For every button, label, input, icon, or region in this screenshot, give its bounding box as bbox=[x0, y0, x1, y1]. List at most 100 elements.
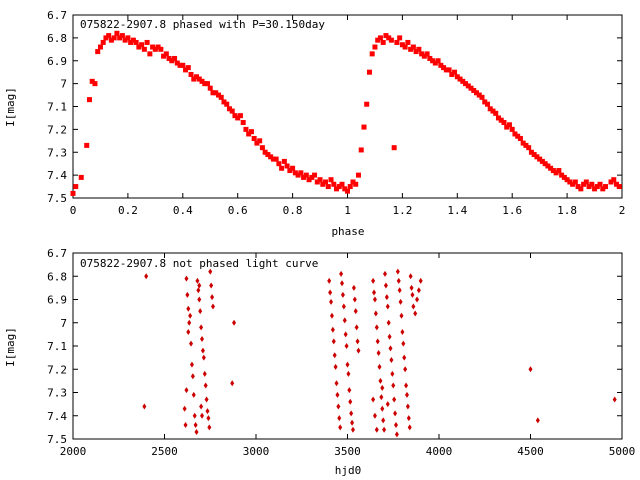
phased-data-point bbox=[454, 74, 460, 80]
phased-y-tick-label: 7.4 bbox=[47, 169, 67, 182]
phased-data-point bbox=[117, 35, 123, 41]
unphased-data-point bbox=[190, 373, 195, 380]
phased-data-point bbox=[336, 184, 342, 190]
phased-chart-title: 075822-2907.8 phased with P=30.150day bbox=[80, 18, 325, 31]
phased-data-point bbox=[205, 81, 211, 87]
phased-data-point bbox=[416, 46, 422, 52]
phased-data-point bbox=[292, 170, 298, 176]
unphased-x-tick-label: 5000 bbox=[609, 445, 636, 458]
phased-data-point bbox=[449, 71, 455, 77]
unphased-data-point bbox=[399, 312, 404, 319]
phased-x-axis-label: phase bbox=[331, 225, 364, 238]
phased-data-point bbox=[364, 101, 370, 107]
phased-data-point bbox=[303, 172, 309, 178]
unphased-data-point bbox=[398, 298, 403, 305]
unphased-data-point bbox=[352, 296, 357, 303]
phased-data-point bbox=[424, 51, 430, 57]
unphased-data-point bbox=[348, 398, 353, 405]
phased-data-point bbox=[172, 55, 178, 61]
phased-data-point bbox=[427, 55, 433, 61]
unphased-data-point bbox=[395, 268, 400, 275]
unphased-data-point bbox=[353, 308, 358, 315]
phased-data-point bbox=[270, 156, 276, 162]
phased-y-tick-label: 7.2 bbox=[47, 123, 67, 136]
unphased-data-point bbox=[416, 287, 421, 294]
phased-data-point bbox=[298, 170, 304, 176]
unphased-data-point bbox=[356, 347, 361, 354]
unphased-x-tick-label: 4500 bbox=[517, 445, 544, 458]
phased-data-point bbox=[265, 152, 271, 158]
unphased-data-point bbox=[341, 303, 346, 310]
phased-y-tick-label: 7.1 bbox=[47, 101, 67, 114]
phased-data-point bbox=[215, 92, 221, 98]
phased-data-point bbox=[342, 186, 348, 192]
unphased-data-point bbox=[200, 336, 205, 343]
unphased-data-point bbox=[210, 294, 215, 301]
phased-data-point bbox=[408, 46, 414, 52]
unphased-data-point bbox=[333, 363, 338, 370]
unphased-x-axis-label: hjd0 bbox=[335, 464, 362, 477]
unphased-data-point bbox=[404, 391, 409, 398]
phased-x-tick-label: 1.2 bbox=[392, 204, 412, 217]
phased-data-point bbox=[534, 154, 540, 160]
unphased-data-point bbox=[390, 370, 395, 377]
phased-data-point bbox=[199, 78, 205, 84]
phased-data-point bbox=[147, 51, 153, 57]
unphased-data-point bbox=[393, 422, 398, 429]
phased-data-point bbox=[328, 177, 334, 183]
phased-x-tick-label: 1.8 bbox=[557, 204, 577, 217]
phased-data-point bbox=[600, 186, 606, 192]
unphased-data-point bbox=[612, 396, 617, 403]
phased-data-point bbox=[314, 179, 320, 185]
unphased-data-point bbox=[384, 294, 389, 301]
phased-data-point bbox=[526, 145, 532, 151]
phased-data-point bbox=[207, 85, 213, 91]
phased-data-point bbox=[550, 168, 556, 174]
unphased-data-point bbox=[328, 289, 333, 296]
unphased-data-point bbox=[334, 380, 339, 387]
phased-data-point bbox=[108, 37, 114, 43]
phased-data-point bbox=[213, 90, 219, 96]
unphased-data-point bbox=[200, 347, 205, 354]
unphased-data-point bbox=[327, 277, 332, 284]
unphased-y-tick-label: 7.4 bbox=[47, 410, 67, 423]
phased-data-point bbox=[564, 177, 570, 183]
phased-data-point bbox=[70, 190, 76, 196]
phased-data-point bbox=[375, 37, 381, 43]
phased-data-point bbox=[144, 39, 150, 45]
unphased-data-point bbox=[197, 296, 202, 303]
phased-data-point bbox=[246, 131, 252, 137]
phased-data-point bbox=[89, 78, 95, 84]
unphased-x-tick-label: 2000 bbox=[60, 445, 87, 458]
unphased-data-point bbox=[335, 391, 340, 398]
unphased-data-point bbox=[336, 403, 341, 410]
phased-data-point bbox=[312, 172, 318, 178]
unphased-data-point bbox=[232, 319, 237, 326]
unphased-data-point bbox=[402, 354, 407, 361]
unphased-data-point bbox=[200, 412, 205, 419]
phased-data-point bbox=[490, 108, 496, 114]
unphased-data-point bbox=[396, 277, 401, 284]
unphased-data-point bbox=[337, 415, 342, 422]
unphased-data-point bbox=[409, 284, 414, 291]
unphased-data-point bbox=[394, 431, 399, 438]
phased-data-point bbox=[84, 142, 90, 148]
unphased-data-point bbox=[372, 296, 377, 303]
phased-data-point bbox=[180, 62, 186, 68]
phased-y-tick-label: 6.8 bbox=[47, 32, 67, 45]
unphased-data-point bbox=[192, 412, 197, 419]
unphased-data-point bbox=[210, 303, 215, 310]
phased-data-point bbox=[561, 174, 567, 180]
phased-data-point bbox=[394, 39, 400, 45]
unphased-y-tick-label: 7.5 bbox=[47, 433, 67, 446]
phased-data-point bbox=[268, 154, 274, 160]
phased-data-point bbox=[484, 101, 490, 107]
phased-x-tick-label: 0.4 bbox=[173, 204, 193, 217]
phased-data-point bbox=[141, 46, 147, 52]
phased-data-point bbox=[616, 184, 622, 190]
phased-x-tick-label: 0.6 bbox=[228, 204, 248, 217]
unphased-data-point bbox=[187, 319, 192, 326]
unphased-data-point bbox=[403, 366, 408, 373]
unphased-data-point bbox=[385, 303, 390, 310]
unphased-data-point bbox=[535, 417, 540, 424]
